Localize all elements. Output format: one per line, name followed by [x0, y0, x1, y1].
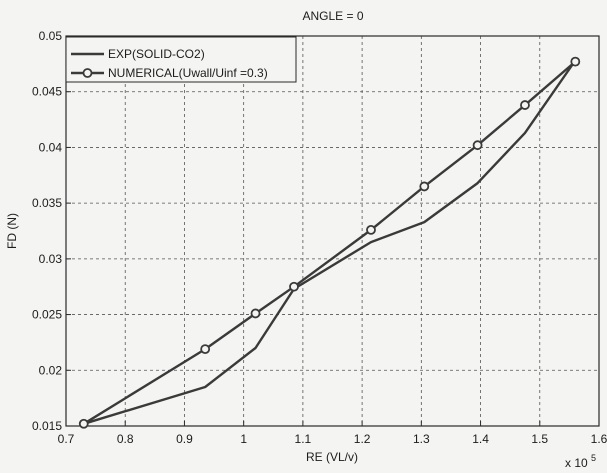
x-tick-label: 1.5 [531, 432, 548, 446]
x-tick-label: 1.3 [413, 432, 430, 446]
data-point [78, 418, 89, 429]
legend-label-numerical: NUMERICAL(Uwall/Uinf =0.3) [108, 66, 268, 80]
series-line-1 [83, 60, 577, 425]
legend: EXP(SOLID-CO2) NUMERICAL(Uwall/Uinf =0.3… [65, 36, 297, 83]
x-tick-label: 0.8 [117, 432, 134, 446]
x-tick-label: 1.2 [354, 432, 371, 446]
y-tick-label: 0.02 [39, 363, 63, 377]
series-group [78, 56, 581, 429]
data-point [250, 308, 261, 319]
x-axis-ticks: 0.7 0.8 0.9 1 1.1 1.2 1.3 1.4 1.5 1.6 [58, 421, 607, 446]
x-axis-multiplier-exponent: 5 [591, 453, 596, 463]
x-tick-label: 1.6 [591, 432, 607, 446]
x-tick-label: 0.9 [176, 432, 193, 446]
data-point [289, 281, 299, 292]
series-line-0 [83, 59, 577, 425]
legend-marker-numerical [82, 68, 93, 78]
grid [66, 36, 599, 426]
plot-area-frame [65, 35, 600, 427]
legend-box [65, 36, 297, 83]
y-tick-label: 0.015 [32, 419, 62, 433]
data-point [419, 181, 430, 192]
legend-label-exp: EXP(SOLID-CO2) [108, 47, 205, 61]
x-tick-label: 1.4 [472, 432, 489, 446]
x-axis-multiplier: x 10 5 [565, 453, 596, 470]
x-axis-label: RE (VL/v) [306, 450, 358, 464]
y-tick-label: 0.025 [32, 308, 62, 322]
y-tick-label: 0.04 [39, 140, 63, 154]
y-axis-ticks: 0.015 0.02 0.025 0.03 0.035 0.04 0.045 0.05 [32, 29, 71, 433]
chart-title: ANGLE = 0 [302, 9, 363, 23]
x-tick-label: 0.7 [58, 432, 75, 446]
data-point [366, 224, 376, 235]
x-tick-label: 1 [240, 432, 247, 446]
data-point [570, 56, 581, 67]
y-tick-label: 0.045 [32, 85, 62, 99]
data-point [472, 140, 483, 151]
y-axis-label: FD (N) [5, 213, 19, 249]
data-point [200, 344, 211, 355]
x-tick-label: 1.1 [295, 432, 312, 446]
data-point [520, 100, 530, 110]
y-tick-label: 0.035 [32, 196, 62, 210]
y-tick-label: 0.05 [39, 29, 63, 43]
x-axis-multiplier-base: x 10 [565, 456, 588, 470]
y-tick-label: 0.03 [39, 252, 63, 266]
